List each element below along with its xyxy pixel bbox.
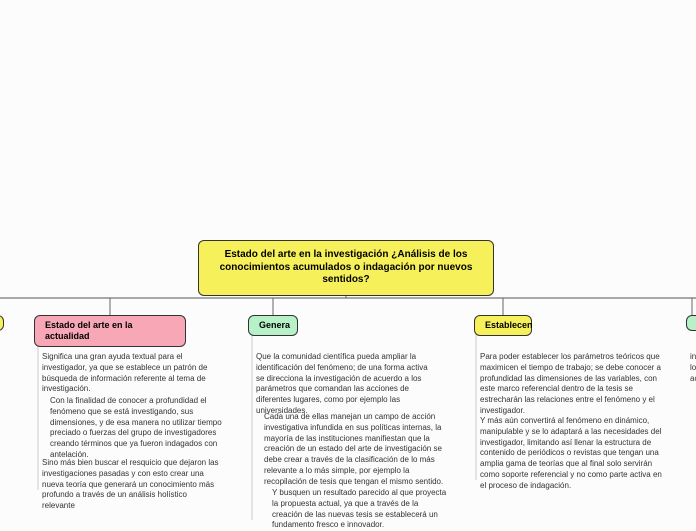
branch-text: Sino más bien buscar el resquicio que de… <box>42 458 222 512</box>
partial-right-branch-title[interactable] <box>686 315 696 331</box>
partial-left-branch-title[interactable] <box>0 315 4 331</box>
branch-text: Para poder establecer los parámetros teó… <box>480 352 666 417</box>
branch-text: Cada una de ellas manejan un campo de ac… <box>264 412 444 488</box>
root-node[interactable]: Estado del arte en la investigación ¿Aná… <box>198 240 494 296</box>
branch-text: Y más aún convertirá al fenómeno en diná… <box>480 416 666 492</box>
branch-text: Que la comunidad científica pueda amplia… <box>256 352 436 417</box>
branch-text: Significa una gran ayuda textual para el… <box>42 352 222 395</box>
branch-title-actualidad[interactable]: Estado del arte en la actualidad <box>34 315 186 347</box>
mindmap-canvas: Estado del arte en la investigación ¿Aná… <box>0 0 696 520</box>
branch-text: Con la finalidad de conocer a profundida… <box>50 396 222 461</box>
branch-text: Y busquen un resultado parecido al que p… <box>272 488 448 531</box>
branch-text: s a s <box>0 442 4 453</box>
branch-title-genera[interactable]: Genera <box>248 315 298 336</box>
branch-text: in lo ac <box>690 352 696 384</box>
branch-title-establecen[interactable]: Establecen <box>474 315 532 336</box>
branch-text: y ás o <box>0 352 4 363</box>
